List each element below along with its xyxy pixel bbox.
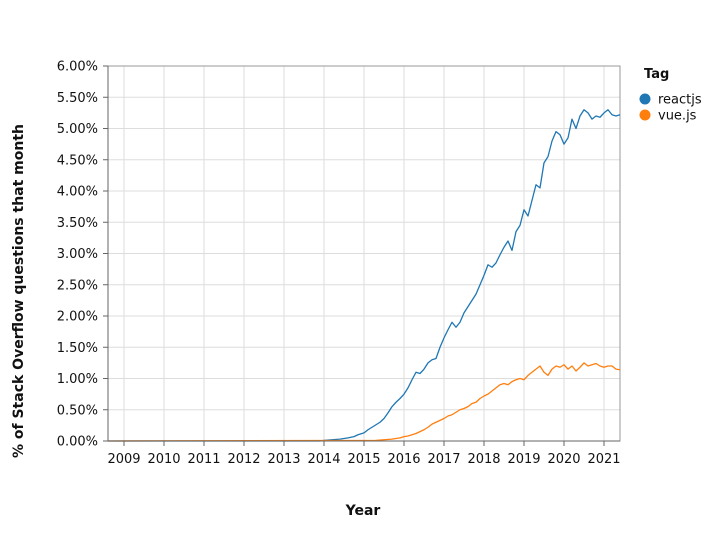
y-tick-label: 1.50% <box>57 341 98 356</box>
legend-label: vue.js <box>658 109 697 124</box>
x-tick-label: 2012 <box>227 452 260 467</box>
series-layer <box>107 109 621 442</box>
x-tick-label: 2009 <box>107 452 140 467</box>
x-tick-label: 2021 <box>587 452 620 467</box>
x-tick-label: 2016 <box>387 452 420 467</box>
x-tick-label: 2019 <box>507 452 540 467</box>
x-axis-title: Year <box>345 503 381 519</box>
y-tick-label: 2.00% <box>57 310 98 325</box>
series-line-reactjs <box>108 109 621 442</box>
y-tick-label: 4.50% <box>57 153 98 168</box>
x-axis: 2009 2010 2011 2012 2013 2014 2015 2016 2017 2018… <box>107 441 621 467</box>
y-tick-label: 2.50% <box>57 278 98 293</box>
x-tick-label: 2010 <box>147 452 180 467</box>
y-axis: 0.00% 0.50% 1.00% 1.50% 2.00% 2.50% 3.00% 3.50%… <box>57 60 108 450</box>
y-tick-label: 4.00% <box>57 185 98 200</box>
y-tick-label: 5.50% <box>57 91 98 106</box>
y-tick-label: 3.00% <box>57 247 98 262</box>
legend-label: reactjs <box>658 93 702 108</box>
series-line-vuejs <box>107 362 621 442</box>
y-tick-label: 0.00% <box>57 435 98 450</box>
y-tick-label: 3.50% <box>57 216 98 231</box>
y-tick-label: 1.00% <box>57 372 98 387</box>
x-tick-label: 2011 <box>187 452 220 467</box>
x-tick-label: 2013 <box>267 452 300 467</box>
y-axis-title: % of Stack Overflow questions that month <box>11 124 27 458</box>
x-tick-label: 2020 <box>547 452 580 467</box>
legend-title: Tag <box>644 67 669 82</box>
x-tick-label: 2015 <box>347 452 380 467</box>
legend-swatch <box>639 109 651 121</box>
y-tick-label: 0.50% <box>57 403 98 418</box>
y-tick-label: 5.00% <box>57 122 98 137</box>
grid <box>108 65 620 442</box>
x-tick-label: 2018 <box>467 452 500 467</box>
legend-swatch <box>639 93 651 105</box>
x-tick-label: 2014 <box>307 452 340 467</box>
y-tick-label: 6.00% <box>57 60 98 75</box>
x-tick-label: 2017 <box>427 452 460 467</box>
